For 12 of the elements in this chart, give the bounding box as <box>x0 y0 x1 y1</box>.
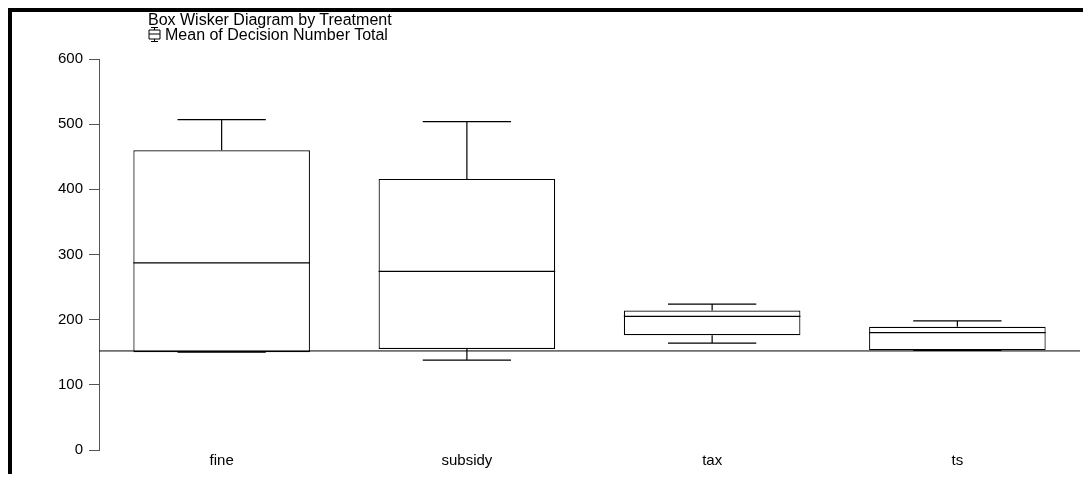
y-tick-label: 100 <box>58 374 84 392</box>
y-tick-label: 300 <box>58 244 84 262</box>
y-tick-label: 200 <box>58 309 84 327</box>
y-tick-label: 400 <box>58 179 84 197</box>
x-tick-label: subsidy <box>441 451 493 469</box>
y-tick-label: 600 <box>58 49 84 67</box>
x-tick-label: ts <box>951 451 964 469</box>
x-tick-label: fine <box>209 451 234 469</box>
chart-title: Box Wisker Diagram by Treatment <box>148 11 392 28</box>
x-tick-label: tax <box>702 451 723 469</box>
y-tick-label: 500 <box>58 114 84 132</box>
y-tick-label: 0 <box>74 440 84 458</box>
